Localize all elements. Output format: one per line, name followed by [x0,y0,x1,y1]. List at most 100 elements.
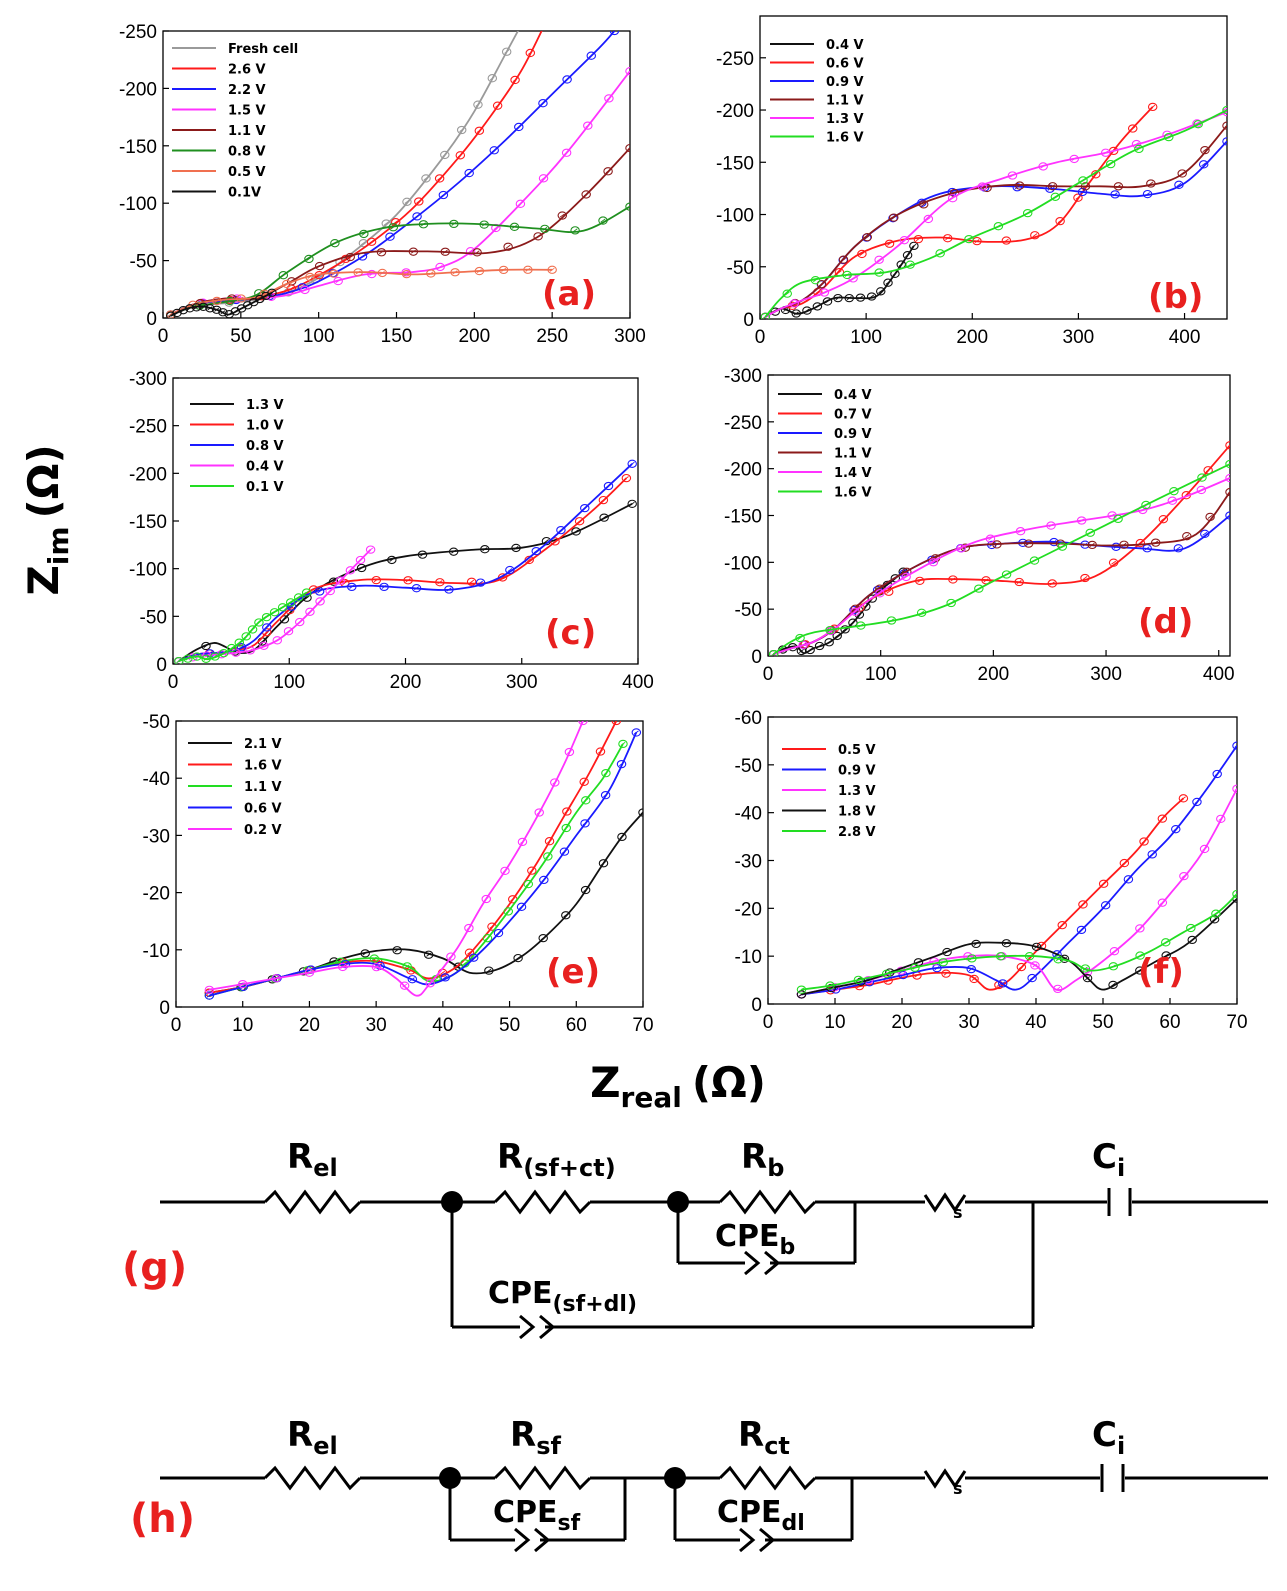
data-point-mark [368,547,374,552]
resistor-r-ct [718,1465,817,1491]
x-tick-label: 400 [1169,327,1201,348]
data-point-mark [529,868,535,873]
data-point-mark [1018,965,1024,970]
x-tick-label: 0 [158,326,169,347]
data-point-mark [1234,893,1237,896]
data-point [1113,182,1124,191]
resistor-r-b [718,1189,817,1215]
data-point-mark [426,952,432,957]
x-tick-label: 70 [1226,1012,1247,1033]
data-point [540,224,550,234]
data-point [1030,961,1040,970]
data-point [581,796,591,805]
data-point [414,197,424,206]
data-point-mark [475,102,481,107]
data-point [440,973,450,982]
data-point-mark [1141,839,1147,844]
data-point [1108,962,1119,971]
data-point [982,183,992,193]
data-point-mark [526,557,532,562]
data-point-mark [427,981,433,986]
data-point [1131,139,1142,149]
data-point-mark [257,297,263,301]
data-point [1150,538,1161,547]
data-point [293,593,304,602]
data-point [1027,973,1037,983]
data-point [1030,231,1040,240]
data-point-mark [1234,898,1237,901]
node-g1 [441,1191,463,1213]
data-point [562,75,572,84]
x-tick-label: 200 [390,672,422,693]
data-point-mark [917,578,923,583]
data-point-mark [827,628,833,633]
data-point [533,232,543,241]
x-tick-label: 300 [614,326,646,347]
data-point [387,555,397,565]
data-point-mark [542,226,548,231]
data-point-mark [176,659,182,664]
data-point-mark [437,264,443,269]
data-point-mark [819,282,825,287]
label-r-ct-h: Rct [738,1415,790,1460]
cpe-sf [514,1527,531,1553]
data-point [875,287,886,296]
data-point [898,970,908,980]
data-point-mark [520,839,525,844]
data-point [523,265,533,274]
data-point-mark [243,634,249,639]
data-point [1057,542,1068,551]
data-point-mark [976,586,982,591]
series-line-4 [773,477,1230,655]
y-axis-label-unit: (Ω) [19,444,68,518]
y-tick-label: -50 [143,712,170,733]
data-point-mark [1224,125,1227,128]
data-point-mark [1145,192,1151,197]
data-point [272,636,283,645]
data-point-mark [1188,926,1194,930]
data-point-mark [414,214,420,219]
data-point-mark [887,241,893,246]
data-point [1007,171,1018,180]
y-tick-label: -250 [716,49,754,70]
data-point [1197,473,1207,482]
data-point-mark [286,629,291,634]
panel-label: (e) [546,952,600,992]
data-point-mark [627,206,630,209]
data-point-mark [1003,238,1009,243]
data-point-mark [239,645,245,650]
data-point-mark [1003,941,1009,946]
data-point-mark [340,965,346,969]
data-point-mark [502,868,508,873]
data-point [967,954,977,963]
data-point [609,31,620,36]
data-point [315,597,325,606]
data-point [475,578,486,587]
data-point [211,305,222,314]
data-point-mark [827,983,833,988]
data-point [1198,160,1209,169]
data-point [1001,236,1012,245]
data-point-mark [971,976,977,981]
data-point [579,777,589,786]
legend-label: 1.8 V [838,805,876,820]
data-point [964,234,974,244]
data-point-mark [582,506,588,511]
data-point-mark [174,310,180,315]
data-point [995,952,1006,961]
data-point [456,125,467,135]
data-point [1211,909,1221,918]
data-point-mark [793,311,799,316]
legend-label: 0.8 V [246,439,284,454]
label-cpe-dl-h: CPEdl [717,1495,805,1536]
data-point [1232,889,1237,899]
panel-d: 0 100 200 300 400 0 -50 -100 -150 -200 -250 -300 0.4… [724,366,1235,685]
data-point-mark [307,274,313,279]
data-point-mark [387,234,393,239]
data-point-mark [501,267,507,272]
data-point [435,262,445,272]
data-point [277,603,288,612]
data-point-mark [233,650,239,655]
cpe-b [744,1250,761,1276]
data-point-mark [513,545,519,550]
